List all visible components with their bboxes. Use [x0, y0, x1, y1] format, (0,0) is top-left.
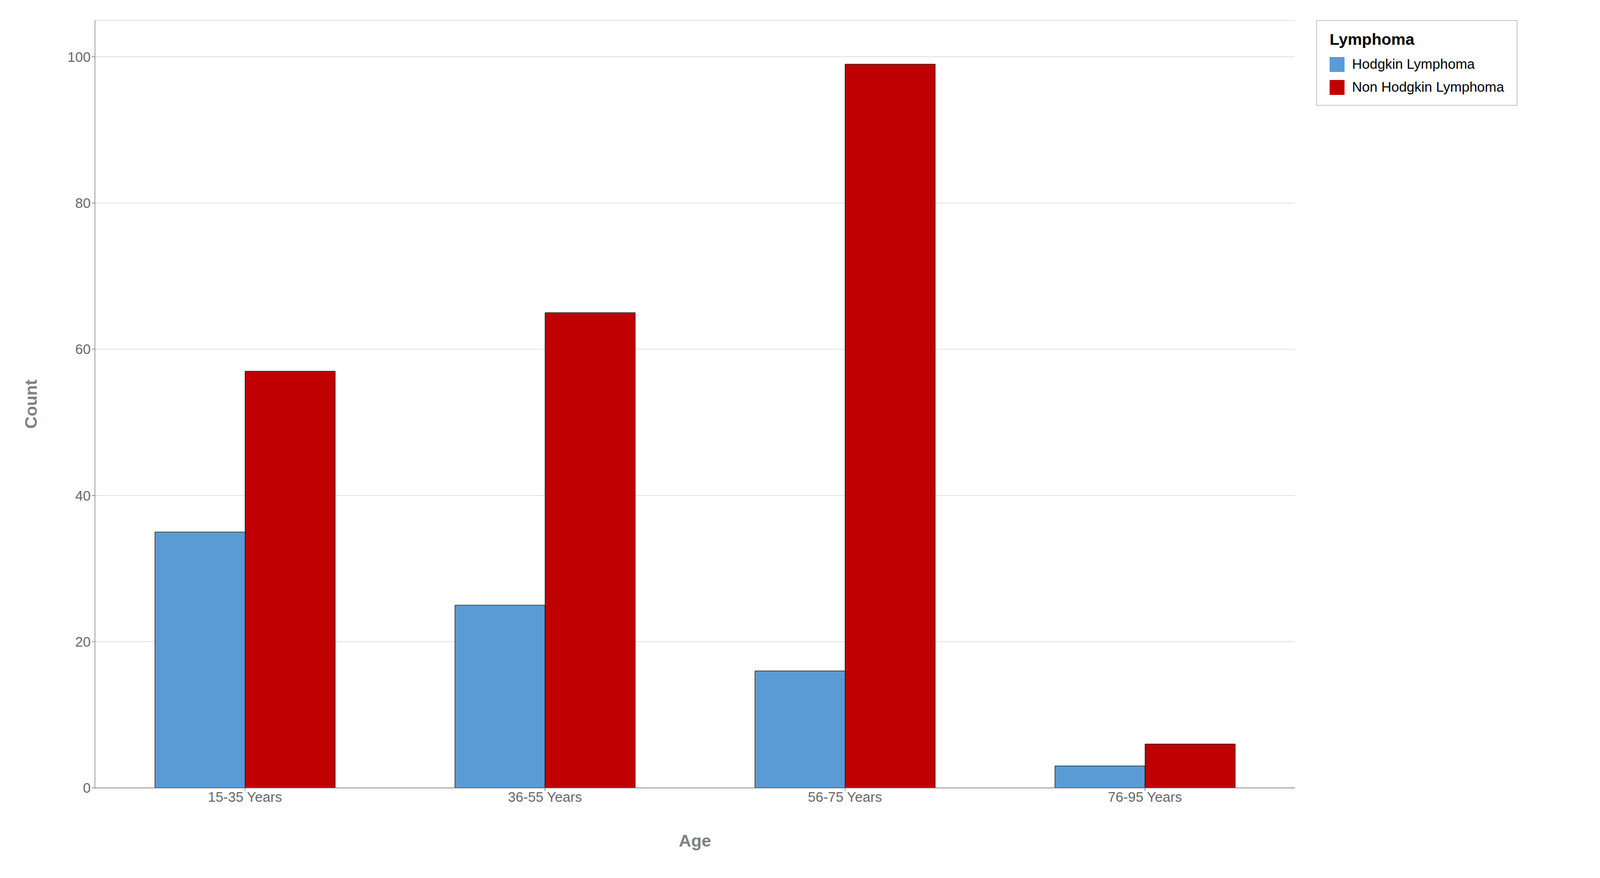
html-text:Lymphoma: Lymphoma [1329, 30, 1415, 48]
svg-text:80: 80 [75, 195, 91, 212]
svg-text:0: 0 [83, 780, 91, 797]
svg-text:100: 100 [67, 49, 91, 66]
svg-text:20: 20 [75, 634, 91, 651]
svg-text:76-95 Years: 76-95 Years [1107, 789, 1182, 806]
svg-text:36-55 Years: 36-55 Years [507, 789, 582, 806]
svg-text:Count: Count [21, 379, 41, 429]
svg-text:60: 60 [75, 341, 91, 358]
svg-text:40: 40 [75, 488, 91, 504]
html-text:Non Hodgkin Lymphoma: Non Hodgkin Lymphoma [1352, 78, 1505, 95]
svg-text:56-75 Years: 56-75 Years [808, 789, 883, 806]
html-text:Hodgkin Lymphoma: Hodgkin Lymphoma [1352, 56, 1475, 72]
svg-text:Age: Age [678, 831, 711, 851]
svg-text:15-35 Years: 15-35 Years [208, 789, 283, 806]
